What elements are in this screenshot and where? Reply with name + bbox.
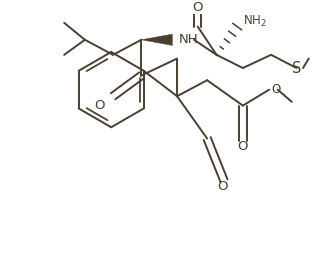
Text: S: S — [292, 60, 301, 76]
Text: NH$_2$: NH$_2$ — [243, 14, 267, 29]
Text: NH: NH — [179, 33, 199, 46]
Polygon shape — [141, 34, 172, 45]
Text: O: O — [217, 180, 227, 193]
Text: O: O — [95, 99, 105, 112]
Text: O: O — [192, 1, 203, 14]
Text: O: O — [237, 140, 248, 153]
Text: O: O — [271, 83, 280, 96]
